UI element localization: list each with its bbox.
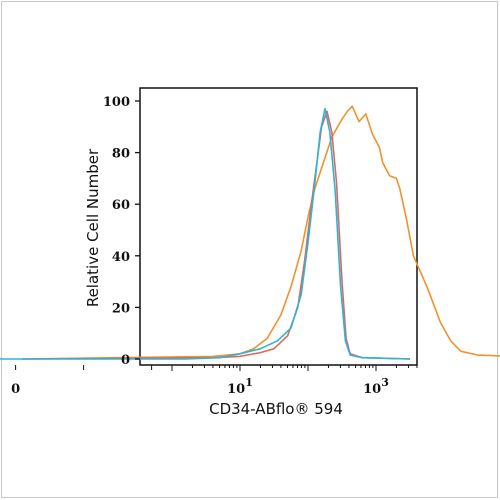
y-tick-label: 20	[112, 301, 130, 316]
y-tick-label: 80	[112, 147, 130, 162]
x-tick-label: 0	[11, 382, 20, 397]
y-tick-label: 60	[112, 198, 130, 213]
x-tick-label: 103	[363, 376, 389, 397]
y-tick-label: 0	[121, 353, 130, 368]
series-layer	[0, 105, 500, 360]
histogram-series-2	[22, 110, 411, 360]
y-tick-label: 100	[103, 95, 130, 110]
histogram-series-3	[0, 107, 411, 360]
y-axis: 0 20 40 60 80 100	[103, 95, 140, 368]
x-tick-label: 101	[227, 376, 253, 397]
histogram-series-1	[22, 105, 500, 360]
y-tick-label: 40	[112, 250, 130, 265]
x-axis-title: CD34-ABflo® 594	[209, 400, 343, 418]
y-axis-title: Relative Cell Number	[84, 148, 102, 307]
plot-border	[139, 87, 418, 366]
x-axis: 0101103105	[11, 365, 500, 397]
